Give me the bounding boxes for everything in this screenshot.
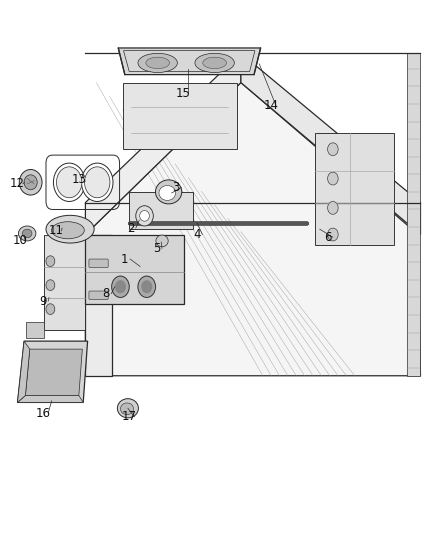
Ellipse shape (53, 163, 85, 201)
Polygon shape (407, 53, 420, 376)
Text: 5: 5 (153, 242, 160, 255)
Ellipse shape (140, 211, 149, 221)
Ellipse shape (22, 229, 32, 238)
Circle shape (112, 276, 129, 297)
Text: 13: 13 (71, 173, 86, 186)
Circle shape (328, 143, 338, 156)
Ellipse shape (195, 53, 234, 72)
Ellipse shape (81, 163, 113, 201)
Circle shape (328, 172, 338, 185)
Ellipse shape (120, 403, 134, 415)
Circle shape (46, 304, 55, 314)
Text: 8: 8 (102, 287, 110, 300)
Text: 9: 9 (39, 295, 47, 308)
Polygon shape (85, 53, 241, 235)
Ellipse shape (117, 399, 138, 418)
Polygon shape (25, 349, 82, 395)
Ellipse shape (156, 235, 168, 247)
Text: 2: 2 (127, 222, 134, 235)
Text: 10: 10 (12, 234, 27, 247)
Polygon shape (85, 235, 112, 376)
Ellipse shape (159, 185, 176, 200)
Ellipse shape (19, 169, 42, 195)
Ellipse shape (203, 57, 226, 69)
Circle shape (116, 281, 125, 293)
Text: 17: 17 (122, 410, 137, 423)
FancyBboxPatch shape (89, 259, 108, 268)
Polygon shape (85, 83, 420, 376)
Ellipse shape (138, 53, 177, 72)
Polygon shape (18, 341, 30, 402)
Polygon shape (18, 395, 83, 402)
Polygon shape (129, 192, 193, 229)
Ellipse shape (46, 215, 94, 243)
Circle shape (328, 201, 338, 214)
Text: 4: 4 (193, 228, 201, 241)
Text: 1: 1 (121, 253, 129, 265)
Text: 6: 6 (324, 231, 332, 244)
Polygon shape (315, 133, 394, 245)
Polygon shape (118, 48, 261, 75)
Ellipse shape (57, 167, 82, 198)
Ellipse shape (24, 175, 37, 190)
Ellipse shape (18, 226, 36, 241)
Ellipse shape (146, 57, 170, 69)
Ellipse shape (52, 222, 84, 239)
Polygon shape (26, 322, 44, 338)
Text: 3: 3 (173, 181, 180, 194)
Polygon shape (241, 53, 420, 235)
Circle shape (46, 280, 55, 290)
Text: 15: 15 (176, 87, 191, 100)
Ellipse shape (136, 206, 153, 226)
Polygon shape (18, 341, 88, 402)
Polygon shape (85, 235, 184, 304)
Ellipse shape (85, 167, 110, 198)
Text: 12: 12 (10, 177, 25, 190)
FancyBboxPatch shape (89, 291, 108, 300)
Polygon shape (123, 83, 237, 149)
Circle shape (142, 281, 152, 293)
Text: 16: 16 (35, 407, 50, 419)
Circle shape (328, 228, 338, 241)
Text: 14: 14 (263, 99, 278, 112)
Polygon shape (44, 235, 85, 330)
Circle shape (138, 276, 155, 297)
Circle shape (46, 256, 55, 266)
Ellipse shape (155, 180, 182, 204)
Text: 11: 11 (49, 224, 64, 237)
